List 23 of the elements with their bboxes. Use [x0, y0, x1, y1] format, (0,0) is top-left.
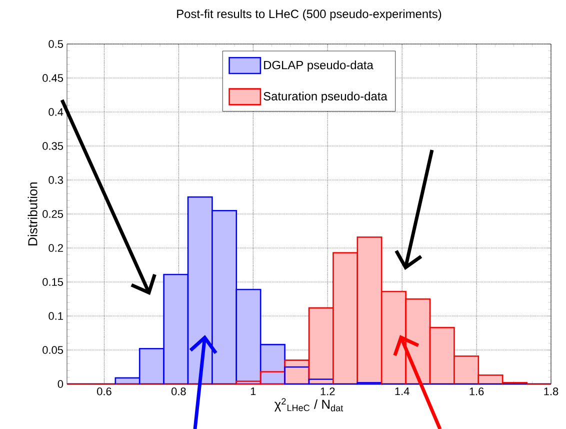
x-tick-label: 1: [250, 388, 256, 396]
legend-label: Saturation pseudo-data: [264, 92, 388, 103]
y-tick-label: 0.2: [48, 244, 63, 252]
x-tick-label: 0.6: [97, 388, 112, 396]
y-tick-label: 0.3: [48, 176, 63, 184]
x-tick-label: 1.6: [470, 388, 484, 396]
y-tick-label: 0.05: [42, 346, 64, 354]
y-tick-label: 0.15: [42, 278, 64, 286]
x-tick-label: 1.2: [320, 388, 335, 396]
y-tick-label: 0.1: [48, 312, 63, 320]
legend-label: DGLAP pseudo-data: [264, 60, 374, 72]
x-tick-label: 1.4: [395, 388, 410, 396]
y-tick-label: 0.4: [48, 108, 64, 116]
x-tick-label: 0.8: [172, 388, 186, 396]
y-tick-label: 0.35: [42, 142, 64, 150]
chart-title: Post-fit results to LHeC (500 pseudo-experiments): [177, 9, 442, 21]
x-axis-title: χ$^{2}$$_{LHeC}$ / N$_{dat}$: [274, 398, 344, 412]
x-tick-label: 1.8: [544, 388, 558, 396]
y-tick-label: 0: [58, 380, 64, 388]
y-tick-label: 0.25: [42, 210, 64, 218]
y-tick-label: 0.5: [48, 40, 64, 48]
y-axis-title: Distribution: [28, 182, 38, 246]
y-tick-label: 0.45: [42, 74, 64, 82]
